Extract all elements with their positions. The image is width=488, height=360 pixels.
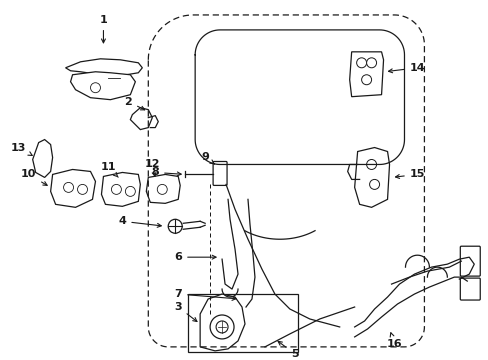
Circle shape xyxy=(63,183,73,192)
Text: 3: 3 xyxy=(174,302,197,321)
Text: 9: 9 xyxy=(201,153,214,164)
Text: 5: 5 xyxy=(278,341,298,359)
Circle shape xyxy=(111,184,121,194)
FancyBboxPatch shape xyxy=(459,278,479,300)
Circle shape xyxy=(90,83,100,93)
Polygon shape xyxy=(146,175,180,203)
Text: 6: 6 xyxy=(174,252,216,262)
Text: 4: 4 xyxy=(118,216,161,227)
Circle shape xyxy=(369,179,379,189)
Text: 7: 7 xyxy=(174,289,236,300)
Circle shape xyxy=(125,186,135,196)
FancyBboxPatch shape xyxy=(188,294,297,352)
Circle shape xyxy=(168,219,182,233)
Circle shape xyxy=(361,75,371,85)
Text: 13: 13 xyxy=(11,143,32,156)
Polygon shape xyxy=(200,294,244,351)
Circle shape xyxy=(366,159,376,170)
Polygon shape xyxy=(51,170,95,207)
Polygon shape xyxy=(65,59,142,76)
Text: 11: 11 xyxy=(101,162,118,177)
Circle shape xyxy=(356,58,366,68)
Polygon shape xyxy=(70,72,135,100)
FancyBboxPatch shape xyxy=(459,246,479,276)
Polygon shape xyxy=(349,52,383,97)
Polygon shape xyxy=(101,172,140,206)
Polygon shape xyxy=(33,140,53,177)
Text: 15: 15 xyxy=(395,170,424,179)
Circle shape xyxy=(157,184,167,194)
Text: 8: 8 xyxy=(151,167,181,177)
Text: 14: 14 xyxy=(388,63,425,73)
Circle shape xyxy=(216,321,227,333)
Text: 16: 16 xyxy=(386,333,402,349)
Polygon shape xyxy=(354,148,389,207)
Circle shape xyxy=(78,184,87,194)
Polygon shape xyxy=(130,108,152,130)
Text: 1: 1 xyxy=(100,15,107,43)
Text: 2: 2 xyxy=(124,97,144,110)
FancyBboxPatch shape xyxy=(213,162,226,185)
Text: 10: 10 xyxy=(21,170,47,185)
Circle shape xyxy=(366,58,376,68)
Circle shape xyxy=(210,315,234,339)
Text: 12: 12 xyxy=(144,159,160,176)
